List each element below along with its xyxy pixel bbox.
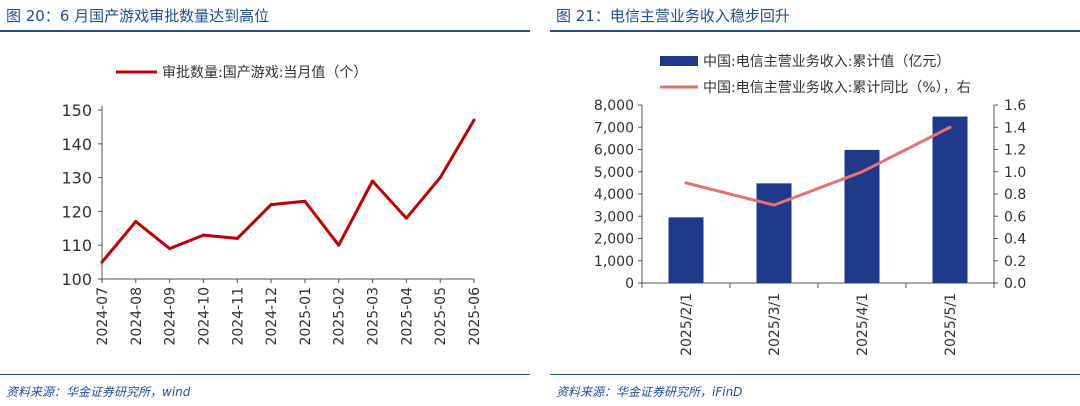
x-tick-label: 2024-10 xyxy=(196,287,212,346)
bar xyxy=(756,183,792,283)
data-point xyxy=(235,236,239,240)
y-tick-label: 8,000 xyxy=(594,98,634,114)
bar xyxy=(932,116,968,283)
x-tick-label: 2025/5/1 xyxy=(943,293,959,356)
data-point xyxy=(269,203,273,207)
y-tick-label: 100 xyxy=(61,270,92,289)
x-tick-label: 2025-01 xyxy=(298,287,314,346)
y2-tick-label: 1.6 xyxy=(1004,98,1026,114)
title-rule xyxy=(0,30,530,32)
y2-tick-label: 1.2 xyxy=(1004,143,1026,159)
source-note: 资料来源：华金证券研究所，iFinD xyxy=(556,385,743,399)
x-tick-label: 2025/4/1 xyxy=(855,293,871,356)
x-tick-label: 2024-07 xyxy=(95,287,111,346)
series-line xyxy=(685,125,951,207)
y-tick-label: 5,000 xyxy=(594,165,634,181)
data-point xyxy=(860,170,864,174)
source-rule xyxy=(550,374,1080,375)
y2-tick-label: 0.0 xyxy=(1004,276,1026,292)
figure-title: 图 21：电信主营业务收入稳步回升 xyxy=(556,7,790,25)
x-tick-label: 2025-02 xyxy=(332,287,348,346)
y2-tick-label: 1.0 xyxy=(1004,165,1026,181)
data-point xyxy=(100,260,104,264)
bar xyxy=(844,149,880,283)
y-tick-label: 130 xyxy=(61,169,92,188)
y-tick-label: 0 xyxy=(625,276,634,292)
combo-chart: 0 1,000 2,000 3,000 4,000 5,000 6,000 7,000 8,00… xyxy=(594,54,1026,356)
y-tick-label: 4,000 xyxy=(594,187,634,203)
y-tick-label: 140 xyxy=(61,135,92,154)
y2-tick-label: 0.2 xyxy=(1004,254,1026,270)
source-note: 资料来源：华金证券研究所，wind xyxy=(6,385,191,399)
chart-panel-game-approvals: 图 20：6 月国产游戏审批数量达到高位 100 110 120 130 140 150 2… xyxy=(0,0,530,406)
chart-panel-telecom-revenue: 图 21：电信主营业务收入稳步回升 0 1,000 2,000 3,000 4,000 5… xyxy=(550,0,1080,406)
data-point xyxy=(472,118,476,122)
y-tick-label: 2,000 xyxy=(594,232,634,248)
data-point xyxy=(404,216,408,220)
y2-tick-label: 0.4 xyxy=(1004,232,1026,248)
x-tick-label: 2025-04 xyxy=(399,287,415,346)
data-point xyxy=(371,179,375,183)
data-point xyxy=(134,220,138,224)
x-tick-label: 2024-11 xyxy=(230,287,246,346)
y-tick-label: 6,000 xyxy=(594,143,634,159)
data-point xyxy=(201,233,205,237)
title-rule xyxy=(550,30,1080,32)
x-tick-label: 2025-06 xyxy=(467,287,483,346)
data-point xyxy=(168,247,172,251)
y-tick-label: 1,000 xyxy=(594,254,634,270)
data-point xyxy=(337,243,341,247)
data-point xyxy=(438,176,442,180)
series-line xyxy=(100,119,476,264)
data-point xyxy=(303,199,307,203)
data-point xyxy=(684,181,688,185)
x-tick-label: 2025/3/1 xyxy=(767,293,783,356)
y-tick-label: 7,000 xyxy=(594,120,634,136)
x-tick-label: 2025-05 xyxy=(433,287,449,346)
y-tick-label: 120 xyxy=(61,202,92,221)
y2-tick-label: 0.8 xyxy=(1004,187,1026,203)
figure-title: 图 20：6 月国产游戏审批数量达到高位 xyxy=(6,7,270,25)
legend-label: 中国:电信主营业务收入:累计同比（%），右 xyxy=(703,80,971,96)
x-tick-label: 2024-09 xyxy=(163,287,179,346)
x-tick-label: 2024-12 xyxy=(264,287,280,346)
data-point xyxy=(948,125,952,129)
x-tick-label: 2025/2/1 xyxy=(679,293,695,356)
bar xyxy=(668,217,704,283)
y2-tick-label: 0.6 xyxy=(1004,209,1026,225)
legend-label: 中国:电信主营业务收入:累计值（亿元） xyxy=(703,54,950,70)
y-tick-label: 3,000 xyxy=(594,209,634,225)
y-tick-label: 110 xyxy=(61,236,92,255)
legend-swatch xyxy=(660,56,698,66)
y2-tick-label: 1.4 xyxy=(1004,120,1026,136)
x-tick-label: 2024-08 xyxy=(129,287,145,346)
line-chart: 100 110 120 130 140 150 2024-07 2024-08 2024-09 2… xyxy=(61,65,483,346)
data-point xyxy=(772,203,776,207)
source-rule xyxy=(0,374,530,375)
x-tick-label: 2025-03 xyxy=(366,287,382,346)
y-tick-label: 150 xyxy=(61,101,92,120)
legend-label: 审批数量:国产游戏:当月值（个） xyxy=(162,65,367,81)
